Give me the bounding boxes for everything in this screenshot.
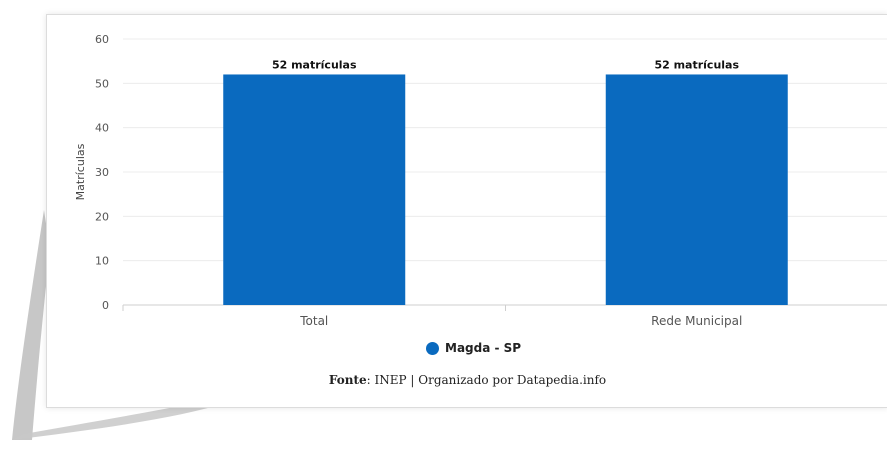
source-separator: : <box>366 373 375 387</box>
y-tick-label: 30 <box>95 166 109 179</box>
y-tick-label: 60 <box>95 33 109 46</box>
legend-swatch <box>426 341 439 355</box>
bar[interactable] <box>605 74 788 305</box>
data-label: 52 matrículas <box>272 58 357 71</box>
data-label: 52 matrículas <box>654 58 739 71</box>
y-tick-label: 20 <box>95 210 109 223</box>
y-tick-label: 0 <box>102 299 109 312</box>
source-text: INEP | Organizado por Datapedia.info <box>374 373 607 387</box>
source-note: Fonte: INEP | Organizado por Datapedia.i… <box>47 373 887 387</box>
y-tick-label: 10 <box>95 255 109 268</box>
y-axis-label: Matrículas <box>74 143 87 200</box>
source-label: Fonte <box>328 373 367 387</box>
bar-chart: 0 10 20 30 40 50 60 Matrículas 52 matrículas Tota… <box>74 33 887 328</box>
x-tick-label: Total <box>299 314 328 328</box>
y-tick-label: 50 <box>95 77 109 90</box>
legend-label: Magda - SP <box>445 341 522 355</box>
legend[interactable]: Magda - SP <box>426 340 521 356</box>
x-tick-label: Rede Municipal <box>651 314 742 328</box>
chart-card: 0 10 20 30 40 50 60 Matrículas 52 matrículas Tota… <box>46 14 887 408</box>
bar[interactable] <box>223 74 406 305</box>
y-tick-label: 40 <box>95 122 109 135</box>
